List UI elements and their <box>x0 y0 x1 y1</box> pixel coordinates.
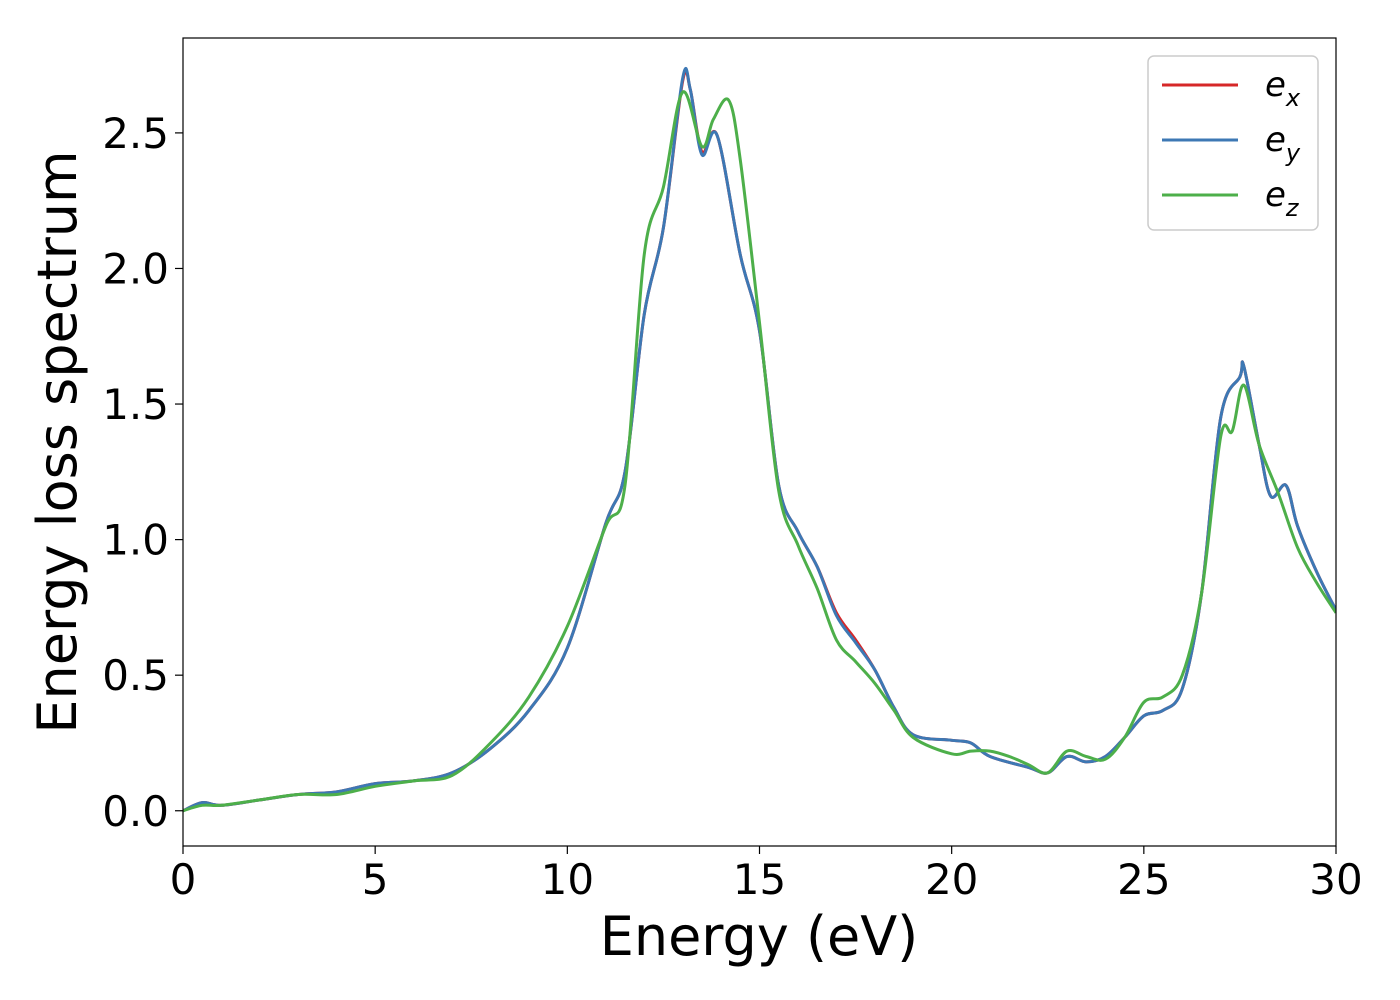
y-tick-label: 1.5 <box>102 380 169 429</box>
x-tick-label: 25 <box>1117 855 1170 904</box>
legend-label-subscript: z <box>1285 194 1300 222</box>
y-tick-label: 0.0 <box>102 787 169 836</box>
legend-label-ex: ex <box>1265 65 1301 112</box>
legend-box <box>1147 55 1319 231</box>
legend-label-base: e <box>1265 120 1286 160</box>
legend-label-ey: ey <box>1265 120 1301 167</box>
y-axis-ticks: 0.0 0.5 1.0 1.5 2.0 2.5 <box>102 109 183 836</box>
y-axis-label: Energy loss spectrum <box>26 150 89 733</box>
x-axis-label: Energy (eV) <box>600 905 919 968</box>
legend-label-base: e <box>1265 175 1286 215</box>
x-tick-label: 15 <box>733 855 786 904</box>
x-tick-label: 10 <box>541 855 594 904</box>
series-layer <box>183 67 1336 813</box>
legend-label-base: e <box>1265 65 1286 105</box>
x-tick-label: 20 <box>925 855 978 904</box>
series-line-ez <box>183 90 1336 813</box>
x-tick-label: 5 <box>362 855 389 904</box>
y-tick-label: 2.0 <box>102 244 169 293</box>
legend-label-subscript: y <box>1285 139 1301 167</box>
y-tick-label: 1.0 <box>102 516 169 565</box>
legend-label-ez: ez <box>1265 175 1300 222</box>
x-axis-ticks: 0 5 10 15 20 25 30 <box>170 846 1363 904</box>
y-tick-label: 0.5 <box>102 651 169 700</box>
x-tick-label: 0 <box>170 855 197 904</box>
y-tick-label: 2.5 <box>102 109 169 158</box>
legend-label-subscript: x <box>1285 84 1301 112</box>
x-tick-label: 30 <box>1309 855 1362 904</box>
